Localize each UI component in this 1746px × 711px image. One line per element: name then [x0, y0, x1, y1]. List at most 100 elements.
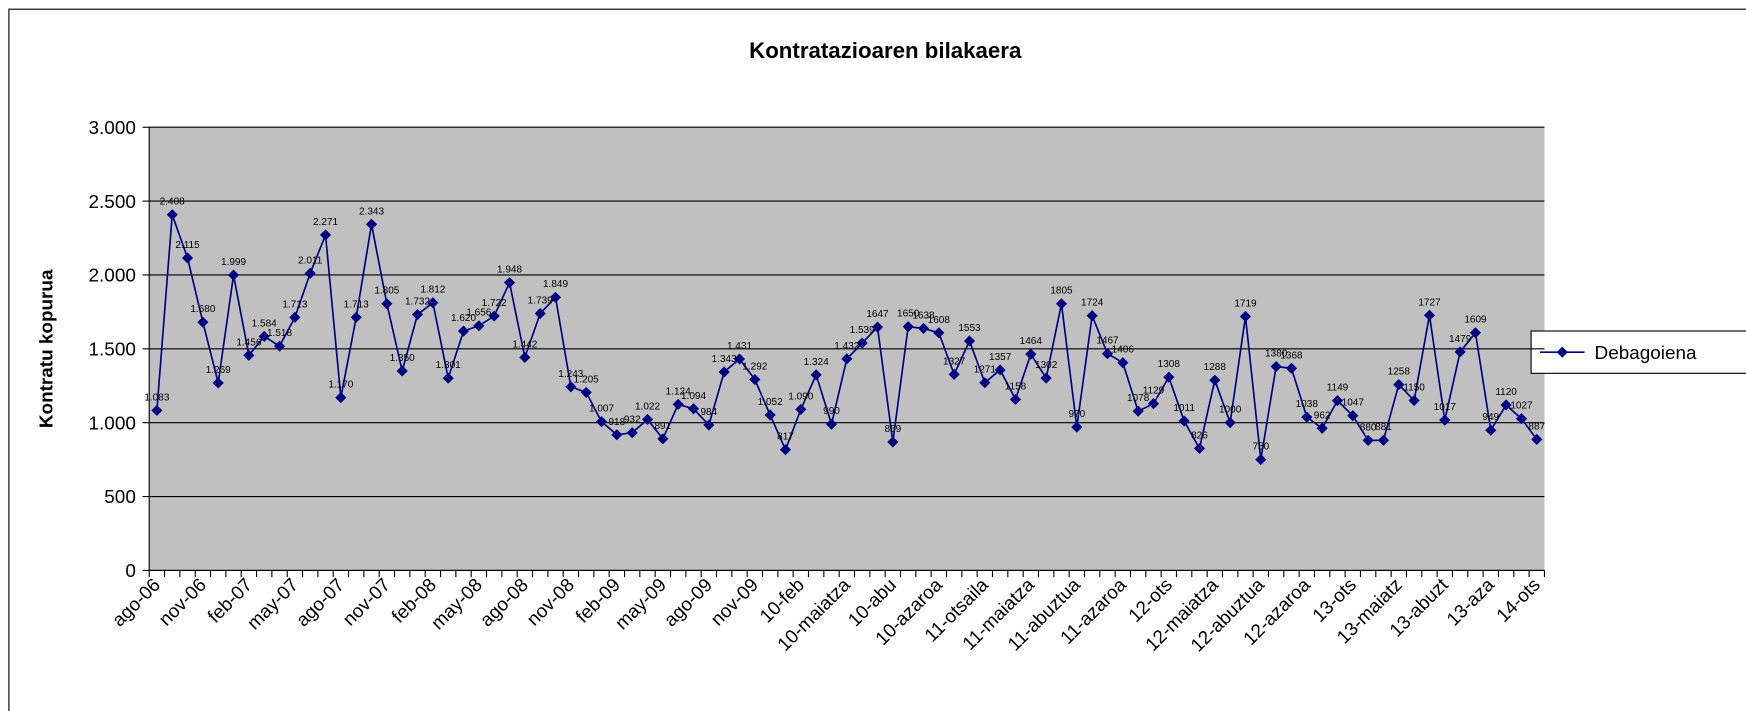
- data-point: [871, 321, 884, 333]
- data-label: 1047: [1342, 398, 1365, 409]
- data-point: [703, 419, 715, 431]
- data-label: 1027: [1510, 401, 1533, 412]
- data-label: 1011: [1173, 403, 1195, 414]
- data-point: [1055, 298, 1068, 310]
- legend-marker: [1556, 346, 1568, 358]
- y-tick-label: 1.000: [89, 413, 136, 434]
- data-label: 1.083: [144, 392, 169, 403]
- data-point: [672, 398, 684, 410]
- data-label: 1.170: [328, 380, 353, 391]
- data-label: 1647: [866, 309, 889, 320]
- data-label: 1.124: [666, 386, 691, 397]
- data-label: 2.115: [175, 240, 200, 251]
- data-label: 1017: [1434, 402, 1457, 413]
- data-point: [1454, 346, 1466, 358]
- chart-title: Kontratazioaren bilakaera: [749, 38, 1022, 63]
- y-tick-label: 500: [104, 487, 136, 508]
- data-point: [1439, 414, 1451, 426]
- data-label: 1.432: [834, 341, 859, 352]
- data-label: 962: [1314, 410, 1331, 421]
- data-point: [1101, 348, 1114, 360]
- data-label: 1.301: [436, 360, 461, 371]
- data-point: [1331, 395, 1344, 407]
- data-point: [181, 252, 194, 264]
- data-label: 1.722: [482, 298, 507, 309]
- data-label: 1288: [1204, 362, 1227, 373]
- data-point: [1071, 421, 1083, 433]
- data-point: [1224, 417, 1236, 429]
- data-label: 1327: [943, 356, 966, 367]
- data-point: [1469, 327, 1482, 339]
- data-label: 1149: [1327, 383, 1349, 394]
- data-point: [1500, 399, 1512, 411]
- data-point: [396, 365, 408, 377]
- data-label: 1.343: [712, 354, 737, 365]
- data-label: 1638: [912, 310, 935, 321]
- data-label: 1.713: [344, 299, 369, 310]
- y-tick-label: 2.000: [89, 266, 136, 287]
- data-label: 1368: [1280, 350, 1303, 361]
- data-point: [626, 427, 638, 439]
- data-point: [381, 298, 393, 310]
- data-point: [1025, 348, 1037, 360]
- data-point: [1117, 357, 1129, 369]
- data-label: 1271: [974, 365, 997, 376]
- data-label: 1.539: [850, 325, 875, 336]
- data-point: [825, 418, 838, 430]
- data-point: [1209, 374, 1221, 386]
- data-label: 1.713: [282, 299, 307, 310]
- data-label: 984: [700, 407, 717, 418]
- data-label: 1.052: [758, 397, 783, 408]
- data-label: 1.022: [635, 401, 660, 412]
- data-label: 970: [1068, 409, 1085, 420]
- data-label: 891: [654, 421, 671, 432]
- data-label: 1.656: [466, 308, 491, 319]
- data-label: 2.271: [313, 217, 338, 228]
- data-label: 1000: [1219, 405, 1242, 416]
- data-point: [657, 433, 669, 445]
- data-point: [1301, 411, 1313, 423]
- data-point: [1423, 309, 1436, 321]
- data-label: 1.243: [558, 369, 583, 380]
- data-point: [641, 413, 654, 425]
- data-label: 1.205: [574, 374, 599, 385]
- data-point: [197, 316, 209, 328]
- data-point: [1239, 310, 1252, 323]
- data-label: 1.739: [528, 295, 553, 306]
- data-label: 1.948: [497, 265, 522, 276]
- data-label: 1078: [1127, 393, 1150, 404]
- data-label: 1.584: [252, 318, 277, 329]
- data-point: [963, 335, 976, 347]
- data-point: [733, 353, 746, 365]
- data-point: [1086, 310, 1098, 322]
- y-tick-label: 1.500: [89, 340, 136, 361]
- data-label: 1.849: [543, 279, 568, 290]
- data-label: 1.324: [804, 357, 829, 368]
- data-label: 1.812: [420, 285, 445, 296]
- data-point: [764, 409, 776, 421]
- data-label: 990: [823, 406, 840, 417]
- data-label: 1.431: [727, 341, 752, 352]
- data-label: 1.456: [236, 337, 261, 348]
- data-point: [841, 353, 853, 365]
- data-label: 949: [1482, 412, 1499, 423]
- data-point: [151, 404, 163, 416]
- data-label: 1805: [1050, 286, 1073, 297]
- data-point: [534, 307, 546, 320]
- data-label: 1.007: [589, 404, 614, 415]
- data-label: 1553: [958, 323, 981, 334]
- data-label: 1.620: [451, 313, 476, 324]
- data-point: [1393, 379, 1405, 391]
- data-label: 869: [884, 424, 901, 435]
- data-label: 1609: [1464, 315, 1487, 326]
- data-point: [749, 373, 761, 386]
- data-point: [488, 310, 500, 322]
- data-label: 817: [777, 432, 794, 443]
- data-point: [779, 444, 792, 456]
- y-tick-label: 3.000: [89, 118, 136, 139]
- data-label: 881: [1375, 422, 1392, 433]
- data-label: 1038: [1296, 399, 1319, 410]
- data-label: 2.011: [298, 255, 323, 266]
- data-label: 880: [1360, 422, 1377, 433]
- data-point: [917, 322, 930, 335]
